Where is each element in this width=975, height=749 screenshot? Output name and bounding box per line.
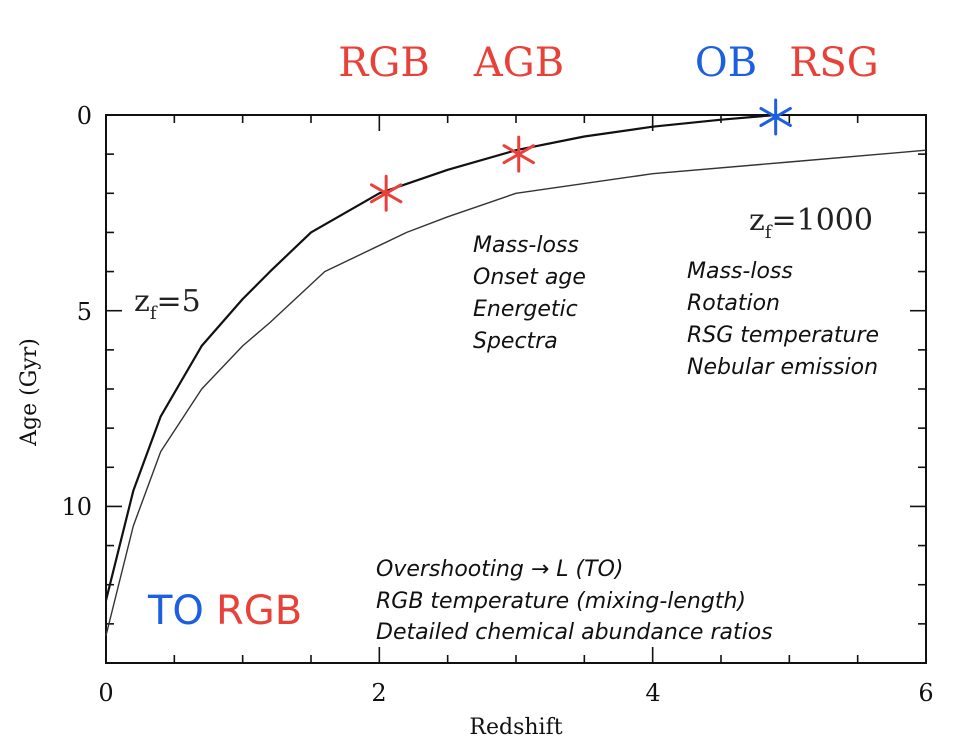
star-marker-1: [502, 135, 535, 173]
series-group: [104, 113, 927, 636]
top-label-rsg: RSG: [789, 40, 878, 86]
curve-label-zf1000-z: z: [749, 203, 765, 238]
rsg-note-2: RSG temperature: [687, 323, 879, 348]
x-axis-title: Redshift: [469, 715, 562, 740]
rgb-note-2: Detailed chemical abundance ratios: [376, 620, 773, 645]
y-tick-label-5: 5: [77, 298, 92, 326]
axis-ticks: [105, 114, 927, 664]
star-marker-2: [759, 98, 792, 136]
curve-label-zf1000-sub: f: [765, 222, 773, 243]
curve-label-zf5-z: z: [134, 284, 150, 319]
agb-note-1: Onset age: [473, 265, 586, 290]
series-line-zf1000: [105, 149, 927, 636]
agb-note-2: Energetic: [473, 297, 578, 322]
rsg-note-3: Nebular emission: [687, 355, 878, 380]
y-axis-title: Age (Gyr): [17, 338, 42, 447]
curve-label-zf5-sub: f: [150, 303, 158, 324]
curve-label-zf5-value: =5: [156, 284, 200, 319]
x-tick-label-6: 6: [918, 679, 933, 707]
rsg-note-1: Rotation: [687, 291, 780, 316]
agb-note-3: Spectra: [473, 329, 558, 354]
x-tick-label-2: 2: [371, 679, 386, 707]
y-tick-label-10: 10: [61, 493, 92, 521]
top-label-ob: OB: [695, 40, 757, 86]
x-tick-label-4: 4: [645, 679, 660, 707]
series-line-zf5: [104, 113, 776, 601]
top-label-agb: AGB: [473, 40, 564, 86]
curve-label-zf1000-value: =1000: [771, 203, 872, 238]
star-marker-0: [369, 174, 403, 212]
rgb-note-1: RGB temperature (mixing-length): [376, 589, 746, 614]
rsg-note-0: Mass-loss: [687, 259, 793, 284]
curve-label-zf5: zf=5: [134, 284, 201, 324]
x-tick-label-0: 0: [98, 679, 113, 707]
agb-note-0: Mass-loss: [473, 233, 579, 258]
rgb-note-0: Overshooting → L (TO): [376, 557, 623, 582]
markers-group: [369, 98, 792, 212]
curve-label-zf1000: zf=1000: [749, 203, 873, 243]
star-marker-arm: [502, 144, 535, 165]
corner-label-rgb: RGB: [216, 588, 302, 634]
y-tick-label-0: 0: [77, 102, 92, 130]
star-marker-arm: [759, 106, 792, 127]
corner-label-to: TO: [147, 588, 204, 634]
top-label-rgb: RGB: [338, 40, 429, 86]
star-marker-arm: [369, 183, 403, 204]
